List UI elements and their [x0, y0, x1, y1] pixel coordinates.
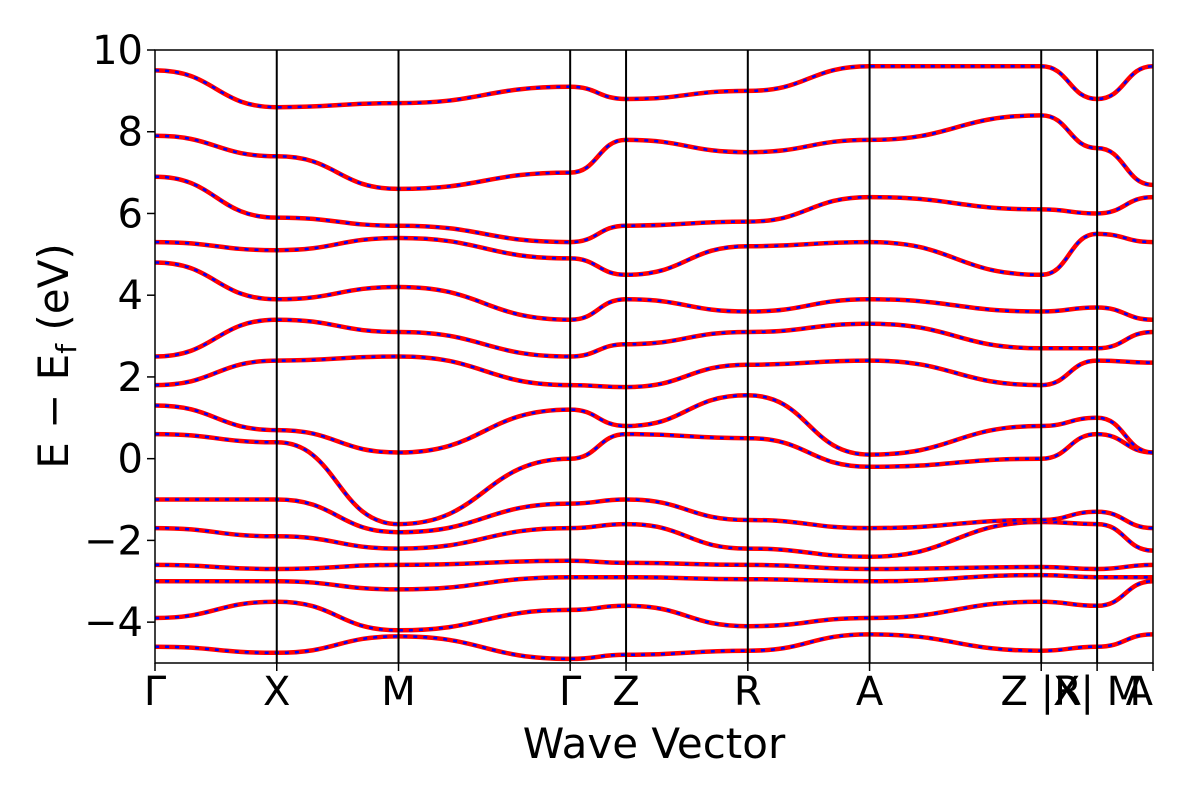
band-line-dashed-3 [155, 573, 1153, 591]
x-axis-label: Wave Vector [523, 719, 786, 768]
x-tick-label-9: X| M [1053, 669, 1141, 715]
band-line-dashed-8 [155, 394, 1153, 456]
x-tick-label-1: Γ [144, 669, 167, 715]
y-tick-label-6: 6 [118, 191, 143, 237]
band-line-dashed-15 [155, 65, 1153, 109]
band-line-6 [155, 497, 1153, 535]
x-tick-label-5: Z [612, 669, 639, 715]
band-line-dashed-14 [155, 114, 1153, 191]
y-tick-label-5: 4 [118, 273, 143, 319]
y-tick-label-7: 8 [118, 110, 143, 156]
x-tick-label-4: Γ [559, 669, 582, 715]
x-tick-label-6: R [734, 669, 762, 715]
x-tick-label-3: M [381, 669, 416, 715]
y-axis-label-unit: (eV) [29, 243, 78, 344]
band-line-1 [155, 632, 1153, 662]
x-tick-label-2: X [263, 669, 290, 715]
y-tick-label-2: −2 [84, 518, 143, 564]
y-axis-label: E − Ef (eV) [29, 243, 83, 469]
x-tick-label-10: A [1126, 669, 1154, 715]
y-axis-label-subscript: f [50, 343, 83, 354]
band-line-dashed-5 [155, 520, 1153, 558]
y-axis-label-main: E − E [29, 354, 78, 469]
y-tick-label-8: 10 [92, 28, 143, 74]
y-tick-label-3: 0 [118, 437, 143, 483]
high-symmetry-lines [275, 50, 1099, 663]
band-line-dashed-4 [155, 559, 1153, 571]
x-tick-label-7: A [856, 669, 884, 715]
plot-area [154, 49, 1154, 664]
band-line-dashed-12 [155, 232, 1153, 277]
plot-frame [154, 49, 1154, 664]
y-tick-label-4: 2 [118, 355, 143, 401]
y-tick-label-1: −4 [84, 600, 143, 646]
x-tick-label-8: Z |R [1001, 669, 1082, 715]
y-axis: −4 −2 0 2 4 6 8 10 [84, 28, 155, 646]
